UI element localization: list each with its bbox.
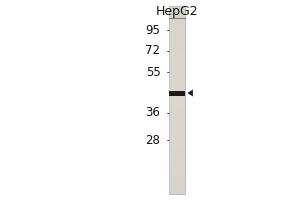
Text: 36: 36	[146, 106, 160, 119]
Polygon shape	[188, 89, 193, 97]
Text: 95: 95	[146, 23, 160, 36]
Bar	[169, 90, 184, 96]
Text: 28: 28	[146, 134, 160, 146]
Text: 55: 55	[146, 66, 160, 78]
Bar	[169, 6, 184, 194]
Text: HepG2: HepG2	[156, 4, 198, 18]
Text: 72: 72	[146, 45, 160, 58]
